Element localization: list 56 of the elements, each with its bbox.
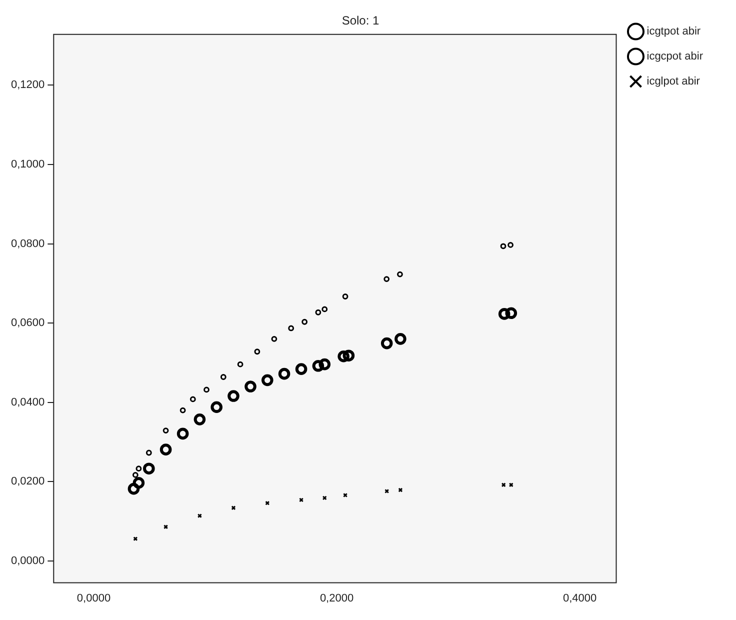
point [237, 361, 244, 368]
point [397, 271, 403, 278]
point [228, 390, 240, 402]
point [384, 276, 390, 282]
point [318, 358, 331, 370]
point [204, 386, 210, 393]
point [180, 407, 186, 414]
point [160, 444, 172, 456]
x-tick-label: 0,0000 [76, 592, 111, 604]
chart-title: Solo: 1 [342, 14, 380, 28]
point [342, 350, 355, 362]
point [197, 513, 202, 518]
point [132, 476, 145, 489]
point [505, 307, 518, 320]
point [254, 348, 260, 355]
point [278, 368, 290, 380]
point [244, 380, 256, 392]
point [394, 333, 406, 345]
y-tick-label: 0,1200 [10, 79, 45, 92]
point [398, 488, 403, 492]
point [190, 396, 196, 402]
point [261, 374, 274, 386]
point [136, 466, 142, 472]
point [271, 336, 278, 342]
point [128, 482, 140, 495]
point [380, 337, 393, 350]
point [315, 309, 322, 316]
point [288, 325, 294, 332]
x-tick-label: 0,4000 [562, 592, 597, 604]
point [342, 294, 348, 300]
point [162, 428, 169, 434]
legend-label: icgtpot abir [646, 26, 701, 38]
y-tick-label: 0,1000 [10, 158, 45, 170]
legend-label: icgcpot abir [646, 50, 704, 63]
point [322, 306, 328, 312]
y-tick-label: 0,0400 [10, 396, 45, 408]
point [312, 360, 324, 372]
y-tick-label: 0,0800 [10, 238, 45, 250]
x-tick-label: 0,2000 [320, 592, 354, 604]
point [220, 374, 226, 380]
point [132, 472, 138, 478]
point [295, 363, 308, 375]
point [302, 318, 308, 325]
y-tick-label: 0,0000 [10, 555, 45, 568]
point [176, 428, 189, 440]
point [498, 308, 510, 320]
point [500, 243, 506, 250]
point [143, 462, 155, 474]
point [146, 450, 152, 456]
point [194, 414, 206, 426]
legend-label: icglpot abir [646, 76, 700, 88]
point [210, 401, 222, 414]
y-tick-label: 0,0600 [10, 317, 45, 330]
point [338, 350, 350, 362]
y-tick-label: 0,0200 [10, 476, 45, 488]
point [508, 242, 514, 248]
